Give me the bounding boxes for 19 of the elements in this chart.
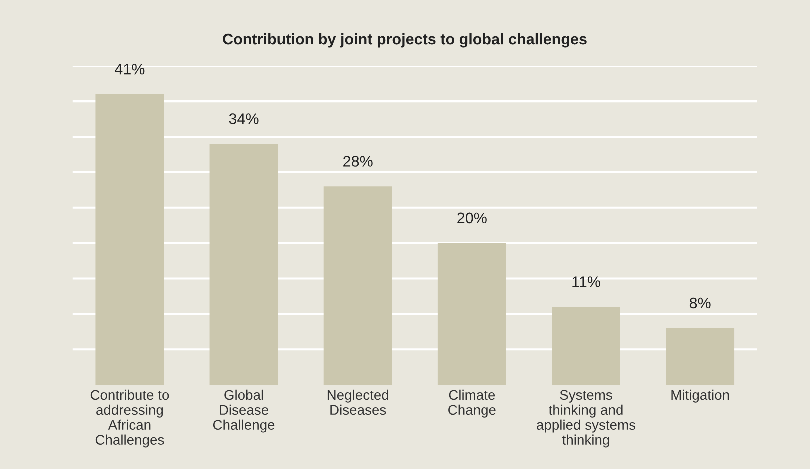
bar xyxy=(324,186,392,386)
x-tick-label: Global Disease Challenge xyxy=(213,390,275,433)
data-label: 11% xyxy=(572,276,600,288)
x-tick-label: Climate Change xyxy=(448,390,496,418)
bar xyxy=(210,144,278,386)
bar xyxy=(666,328,735,386)
x-tick-label: Mitigation xyxy=(672,390,730,403)
bar xyxy=(552,307,620,386)
data-label: 8% xyxy=(690,298,711,309)
bar xyxy=(438,243,506,386)
x-tick-label: Contribute to addressing African Challenges xyxy=(90,390,170,448)
data-label: 41% xyxy=(115,64,145,75)
x-tick-label: Neglected Diseases xyxy=(328,390,388,416)
data-label: 20% xyxy=(458,212,487,224)
data-label: 28% xyxy=(344,156,373,167)
x-tick-label: Systems thinking and applied systems thinking xyxy=(537,390,636,448)
data-label: 34% xyxy=(229,114,259,124)
bar xyxy=(96,94,164,386)
chart-title: Contribution by joint projects to global challenges xyxy=(223,33,587,48)
